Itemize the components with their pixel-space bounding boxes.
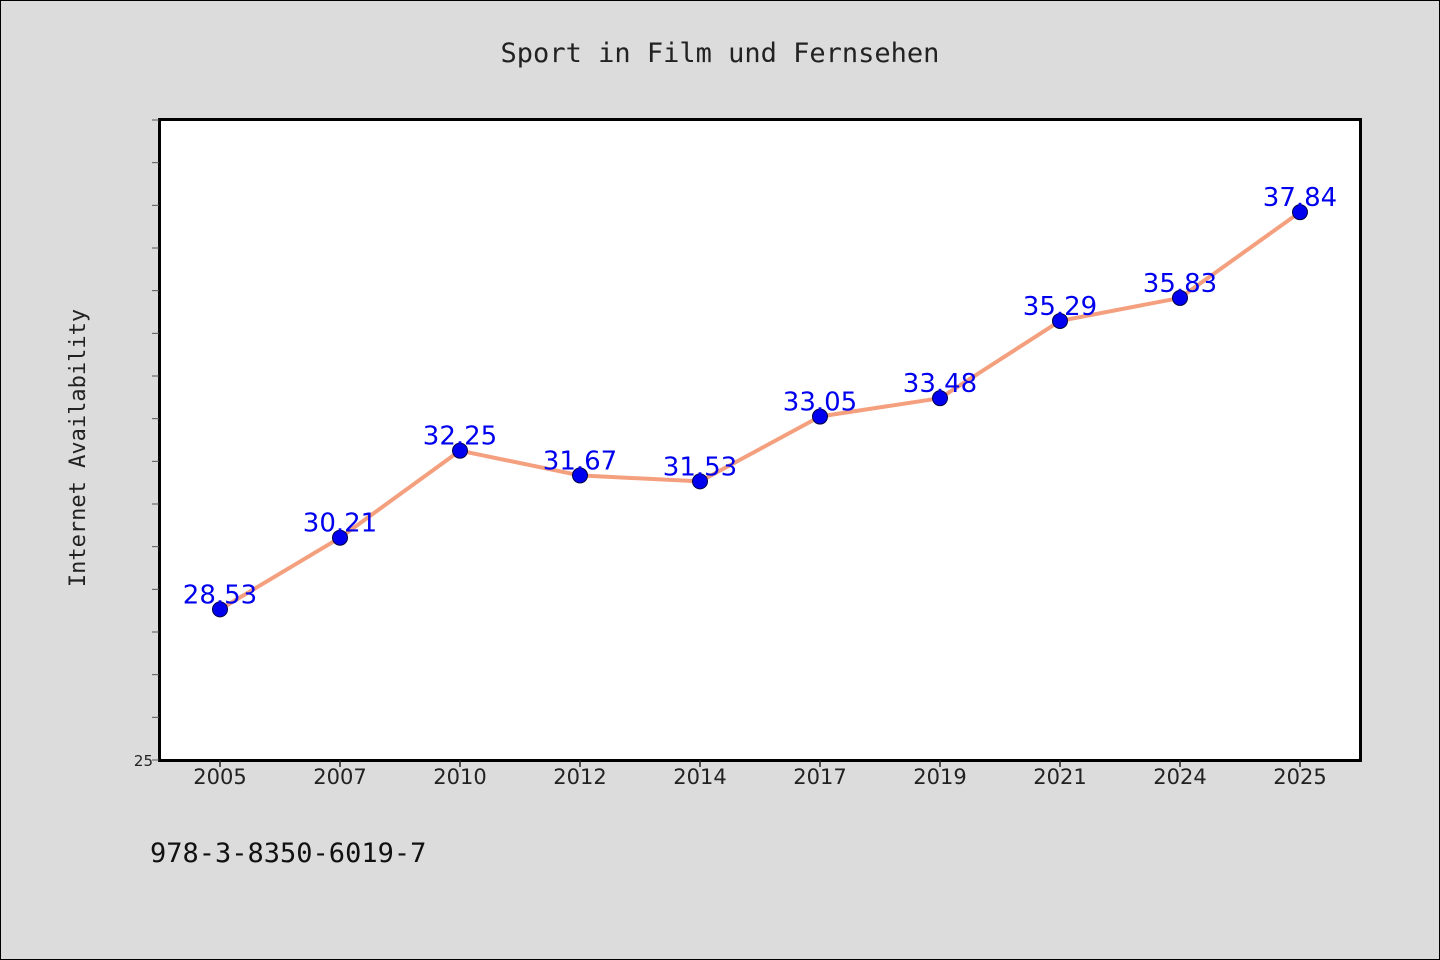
x-axis: 2005 2007 2010 2012 2014 2017 2019 2021 2024 2025 [193,760,1327,789]
data-label-group: 28.53 30.21 32.25 31.67 31.53 33.05 33.48 35.29… [183,183,1337,610]
data-point-marker [692,473,708,490]
x-tick-label: 2007 [313,765,366,789]
data-label: 33.05 [783,388,857,418]
footer-text: 978-3-8350-6019-7 [150,838,426,869]
series-line [218,210,1302,612]
x-tick-label: 2025 [1273,765,1326,789]
data-point-marker [1172,289,1188,306]
x-tick-label: 2024 [1153,765,1206,789]
x-tick-label: 2010 [433,765,486,789]
data-label: 31.67 [543,446,617,476]
x-tick-label: 2021 [1033,765,1086,789]
data-label: 32.25 [423,422,497,452]
data-point-marker [332,529,348,546]
y-tick-label: 25 [134,752,153,770]
y-axis-ticks [152,119,159,761]
data-point-marker [1292,204,1308,221]
plot-area [158,118,1362,762]
data-point-marker [1052,312,1068,329]
x-tick-label: 2019 [913,765,966,789]
y-axis-label: Internet Availability [66,309,91,587]
data-label: 31.53 [663,452,737,482]
series-line-group [218,210,1302,612]
data-point-marker [812,408,828,425]
data-label: 37.84 [1263,183,1337,213]
marker-group [212,204,1308,618]
data-label: 30.21 [303,509,377,539]
data-label: 35.83 [1143,269,1217,299]
x-tick-label: 2012 [553,765,606,789]
data-label: 35.29 [1023,292,1097,322]
x-tick-label: 2014 [673,765,726,789]
x-tick-label: 2017 [793,765,846,789]
data-point-marker [452,442,468,459]
data-label: 28.53 [183,580,257,610]
data-point-marker [572,467,588,484]
data-label: 33.48 [903,369,977,399]
data-point-marker [932,390,948,407]
chart-title: Sport in Film und Fernsehen [501,38,940,69]
data-point-marker [212,601,228,618]
x-tick-label: 2005 [193,765,246,789]
